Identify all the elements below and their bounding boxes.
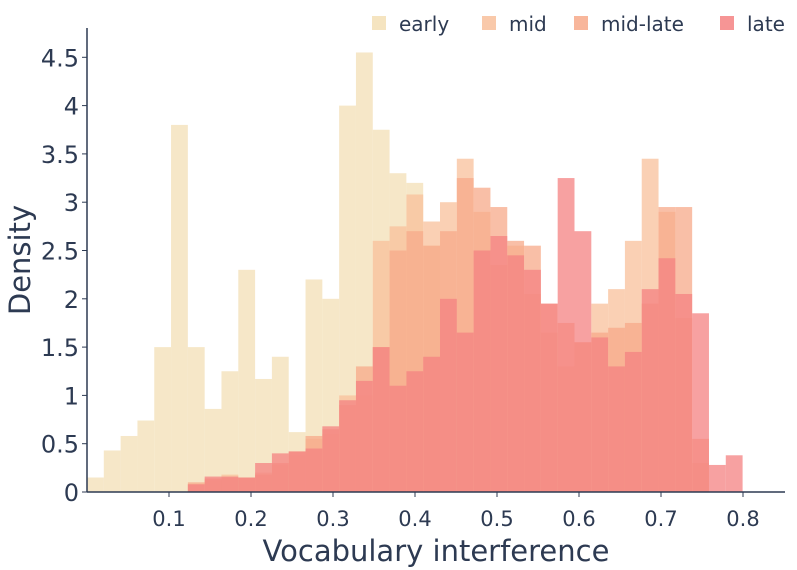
bar-early-1 [103, 450, 121, 492]
bar-late-11 [372, 347, 390, 492]
bar-early-6 [187, 347, 205, 492]
bar-early-8 [221, 371, 239, 492]
bar-late-6 [288, 451, 306, 492]
bar-late-28 [658, 258, 676, 492]
bar-late-14 [423, 356, 441, 492]
bar-early-2 [120, 435, 138, 492]
legend: early mid mid-late late [372, 12, 785, 36]
bar-late-29 [675, 293, 693, 492]
bar-early-4 [154, 347, 172, 492]
y-tick-label: 4.5 [41, 44, 79, 72]
bar-late-24 [591, 337, 609, 492]
legend-swatch-late [720, 16, 734, 30]
bar-late-17 [473, 250, 491, 492]
bar-late-26 [624, 351, 642, 492]
bar-late-9 [339, 400, 356, 492]
bar-late-10 [355, 380, 373, 492]
bar-late-8 [322, 426, 340, 492]
bar-late-1 [204, 476, 222, 492]
bar-late-25 [608, 366, 625, 492]
legend-label-late: late [747, 12, 785, 36]
y-axis-label: Density [3, 205, 37, 315]
bar-late-31 [708, 464, 726, 492]
x-tick-label: 0.8 [726, 507, 759, 531]
bar-late-2 [221, 476, 239, 492]
bar-early-7 [204, 408, 222, 492]
y-tick-label: 3.5 [41, 141, 79, 169]
x-tick-label: 0.3 [316, 507, 349, 531]
legend-label-early: early [399, 12, 449, 36]
y-tick-label: 2.5 [41, 238, 79, 266]
bar-late-22 [557, 178, 575, 493]
ticks-layer: 0.1 0.2 0.3 0.4 0.5 0.6 0.7 0.8 0 0.5 1 1.5 2 2.5 3 3.5… [41, 44, 760, 531]
bar-early-0 [87, 477, 104, 492]
y-tick-label: 1.5 [41, 334, 79, 362]
bar-late-12 [389, 385, 407, 492]
bar-early-9 [238, 269, 256, 492]
bar-late-4 [255, 463, 272, 492]
bar-early-3 [137, 420, 155, 492]
y-tick-label: 4 [64, 93, 79, 121]
legend-label-mid: mid [509, 12, 547, 36]
legend-swatch-mid [482, 16, 496, 30]
x-tick-label: 0.5 [480, 507, 513, 531]
x-tick-label: 0.7 [644, 507, 677, 531]
bar-late-0 [187, 484, 205, 492]
legend-swatch-mid-late [574, 16, 588, 30]
bar-late-5 [271, 453, 289, 492]
bars-layer [87, 52, 743, 493]
x-axis-label: Vocabulary interference [263, 534, 610, 568]
y-tick-label: 2 [64, 286, 79, 314]
bar-late-13 [406, 371, 424, 492]
bar-late-27 [641, 289, 659, 492]
legend-label-mid-late: mid-late [601, 12, 684, 36]
x-tick-label: 0.2 [234, 507, 267, 531]
x-tick-label: 0.6 [562, 507, 595, 531]
bar-late-23 [574, 231, 592, 492]
bar-late-30 [692, 313, 709, 492]
y-tick-label: 0 [64, 479, 79, 507]
bar-early-5 [171, 124, 188, 493]
bar-late-15 [440, 298, 457, 492]
y-tick-label: 0.5 [41, 431, 79, 459]
y-tick-label: 1 [64, 382, 79, 410]
x-tick-label: 0.1 [152, 507, 185, 531]
x-tick-label: 0.4 [398, 507, 431, 531]
bar-late-19 [507, 255, 525, 492]
bar-late-7 [305, 448, 323, 492]
bar-late-20 [524, 269, 541, 492]
y-tick-label: 3 [64, 189, 79, 217]
bar-late-18 [490, 236, 508, 492]
bar-late-21 [540, 303, 558, 492]
bar-late-32 [725, 455, 743, 492]
bar-late-16 [456, 332, 474, 492]
bar-late-3 [238, 477, 256, 492]
legend-swatch-early [372, 16, 386, 30]
